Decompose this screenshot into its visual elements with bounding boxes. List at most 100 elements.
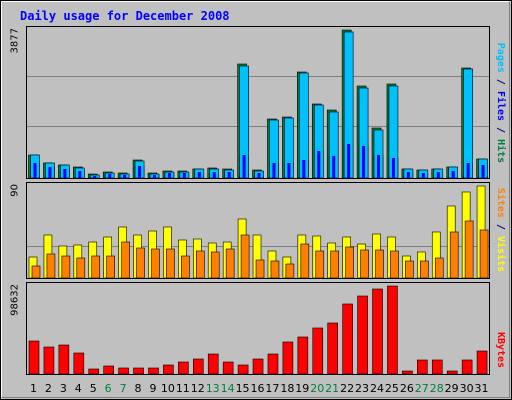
day-label-13: 13 [206,382,220,395]
side-legend-part-3-1: KBytes [495,332,506,368]
bar-files-inner-day-26 [406,172,410,178]
bar-sites-day-23 [360,249,369,279]
bar-files-inner-day-2 [48,167,52,178]
side-legend-part-2-2: / [495,218,506,236]
bar-kbytes-day-5 [88,368,100,375]
ymax-label-3: 98632 [10,284,21,316]
bar-files-inner-day-16 [257,173,261,178]
bar-sites-day-10 [166,248,175,279]
bar-kbytes-day-12 [192,358,204,375]
bar-kbytes-day-22 [342,303,353,375]
bar-kbytes-day-28 [431,359,443,375]
bar-kbytes-day-27 [417,359,428,375]
day-label-9: 9 [149,382,156,395]
bar-files-inner-day-10 [167,173,171,178]
day-label-29: 29 [445,382,459,395]
bar-files-inner-day-27 [421,173,425,178]
bar-kbytes-day-26 [402,370,413,375]
bar-sites-day-1 [31,265,41,279]
bar-sites-day-14 [225,248,235,279]
bar-sites-day-2 [46,253,56,279]
bar-kbytes-day-13 [207,353,219,375]
bar-sites-day-16 [255,259,265,279]
bar-files-inner-day-4 [78,171,82,178]
bar-kbytes-day-2 [43,346,55,375]
day-label-2: 2 [45,382,52,395]
bar-kbytes-day-29 [446,370,458,375]
bar-kbytes-day-14 [222,361,234,375]
side-legend-part-2-1: Sites [495,188,507,218]
bar-kbytes-day-8 [133,367,144,375]
bar-sites-day-19 [300,243,310,279]
bar-sites-day-3 [61,255,71,279]
side-legend-2: Sites / Visits [495,188,507,272]
bar-files-inner-day-5 [93,176,97,178]
bar-files-inner-day-6 [108,174,112,178]
bar-files-inner-day-7 [123,175,127,178]
bar-files-inner-day-1 [33,163,37,178]
bar-sites-day-12 [195,250,205,279]
bar-kbytes-day-9 [148,367,159,375]
bar-kbytes-day-17 [267,353,279,375]
bar-sites-day-24 [375,249,384,279]
bar-sites-day-5 [91,255,101,279]
bar-sites-day-20 [315,250,325,279]
day-label-22: 22 [340,382,354,395]
day-label-15: 15 [236,382,250,395]
day-label-21: 21 [325,382,339,395]
bar-sites-day-4 [76,257,86,279]
bar-sites-day-25 [390,250,399,279]
bar-sites-day-13 [210,251,220,279]
bar-sites-day-6 [106,255,115,279]
bar-files-inner-day-21 [332,156,336,178]
day-label-31: 31 [475,382,489,395]
day-label-7: 7 [120,382,127,395]
bar-kbytes-day-18 [282,341,294,375]
bar-sites-day-31 [479,229,489,279]
bar-files-inner-day-24 [377,155,381,178]
day-label-11: 11 [176,382,190,395]
bar-files-inner-day-18 [287,163,291,178]
bar-kbytes-day-6 [103,365,114,375]
bar-kbytes-day-16 [252,358,264,375]
day-label-20: 20 [310,382,324,395]
day-label-6: 6 [105,382,112,395]
bar-kbytes-day-10 [163,364,174,375]
bar-kbytes-day-30 [461,359,473,375]
bar-sites-day-15 [240,234,250,279]
day-label-16: 16 [251,382,265,395]
bar-sites-day-11 [181,255,190,279]
bar-files-inner-day-23 [362,146,366,178]
day-label-17: 17 [265,382,279,395]
bar-files-inner-day-28 [436,172,440,178]
side-legend-part-1-4: / [495,121,506,139]
panel-2: 90 Sites / Visits [10,182,507,279]
side-legend-part-1-2: / [495,73,506,91]
panel-1: 3877 Pages / Files / Hits [10,26,507,179]
bar-kbytes-day-31 [476,350,488,375]
bar-sites-day-7 [121,241,130,279]
bar-sites-day-17 [270,260,280,279]
bar-kbytes-day-25 [387,285,398,375]
day-label-27: 27 [415,382,429,395]
bar-sites-day-29 [449,231,459,279]
bar-files-inner-day-9 [152,175,156,178]
chart-title: Daily usage for December 2008 [20,9,230,23]
bar-kbytes-day-20 [312,327,324,375]
side-legend-part-2-3: Visits [495,236,507,272]
bar-files-inner-day-14 [227,172,231,178]
bar-sites-day-30 [464,220,474,279]
bar-kbytes-day-7 [118,367,129,375]
day-label-25: 25 [385,382,399,395]
bar-files-inner-day-12 [197,172,201,178]
bar-kbytes-day-24 [372,288,383,375]
day-label-18: 18 [280,382,294,395]
day-label-23: 23 [355,382,369,395]
bar-kbytes-day-1 [28,340,40,375]
day-label-1: 1 [30,382,37,395]
bar-sites-day-9 [151,248,160,279]
day-label-12: 12 [191,382,205,395]
bar-kbytes-day-4 [73,352,85,375]
day-label-14: 14 [221,382,235,395]
